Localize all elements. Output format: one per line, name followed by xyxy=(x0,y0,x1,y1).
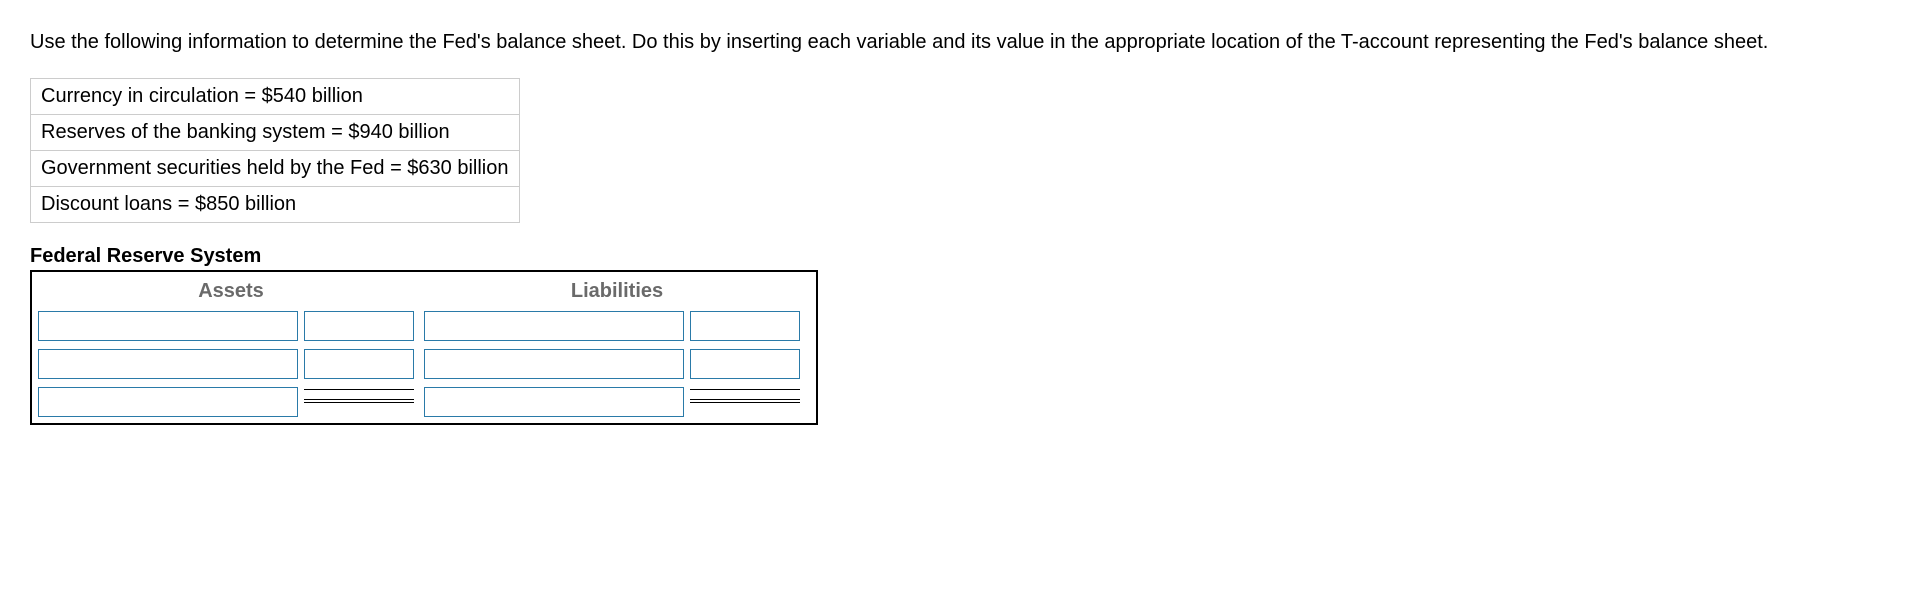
given-item[interactable]: Discount loans = $850 billion xyxy=(31,187,520,223)
liability-label-slot[interactable] xyxy=(424,349,684,379)
assets-total-row xyxy=(38,387,414,417)
liabilities-total-row xyxy=(424,387,800,417)
asset-label-slot[interactable] xyxy=(38,349,298,379)
table-row: Reserves of the banking system = $940 bi… xyxy=(31,115,520,151)
instructions-text: Use the following information to determi… xyxy=(30,28,1884,56)
assets-side xyxy=(38,311,414,417)
asset-value-slot[interactable] xyxy=(304,349,414,379)
given-item[interactable]: Government securities held by the Fed = … xyxy=(31,151,520,187)
liability-value-slot[interactable] xyxy=(690,311,800,341)
asset-row xyxy=(38,311,414,341)
assets-total-label-slot[interactable] xyxy=(38,387,298,417)
table-row: Currency in circulation = $540 billion xyxy=(31,79,520,115)
liabilities-total-underline xyxy=(690,389,800,403)
t-account: Assets Liabilities xyxy=(30,270,818,425)
liabilities-total-label-slot[interactable] xyxy=(424,387,684,417)
asset-label-slot[interactable] xyxy=(38,311,298,341)
liability-value-slot[interactable] xyxy=(690,349,800,379)
assets-header: Assets xyxy=(38,276,424,311)
liabilities-header: Liabilities xyxy=(424,276,810,311)
liabilities-side xyxy=(424,311,800,417)
given-item[interactable]: Reserves of the banking system = $940 bi… xyxy=(31,115,520,151)
table-row: Government securities held by the Fed = … xyxy=(31,151,520,187)
table-row: Discount loans = $850 billion xyxy=(31,187,520,223)
given-item[interactable]: Currency in circulation = $540 billion xyxy=(31,79,520,115)
asset-value-slot[interactable] xyxy=(304,311,414,341)
liability-row xyxy=(424,311,800,341)
section-title: Federal Reserve System xyxy=(30,245,1884,268)
asset-row xyxy=(38,349,414,379)
liability-label-slot[interactable] xyxy=(424,311,684,341)
given-values-table: Currency in circulation = $540 billion R… xyxy=(30,78,520,223)
liability-row xyxy=(424,349,800,379)
assets-total-underline xyxy=(304,389,414,403)
